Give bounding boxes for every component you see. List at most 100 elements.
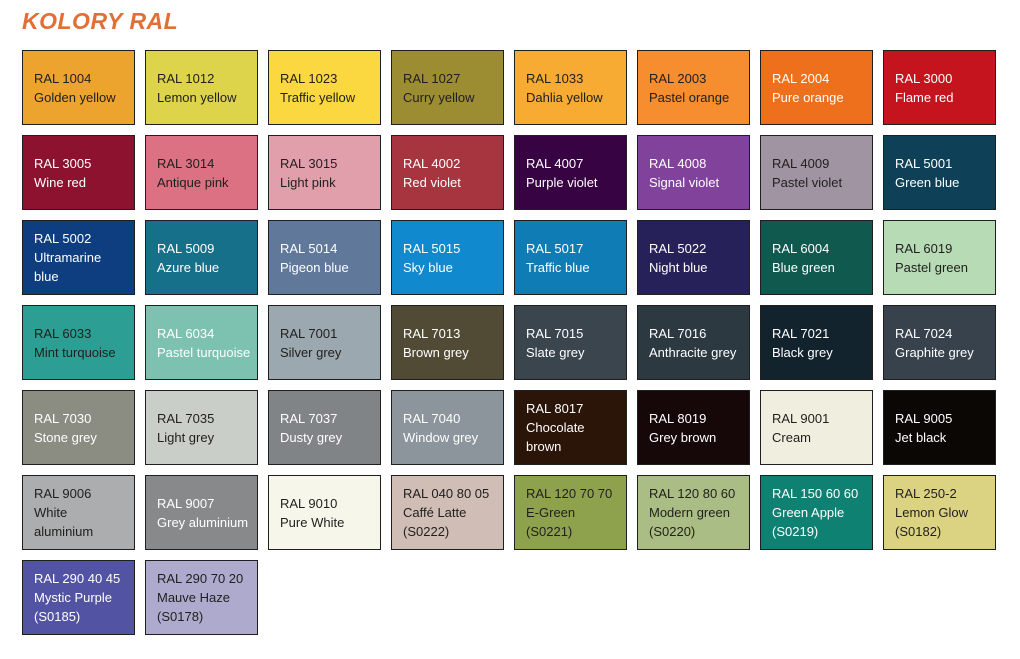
swatch-ral-5002: RAL 5002 Ultramarine blue	[22, 220, 135, 295]
swatch-ral-040-80-05: RAL 040 80 05 Caffé Latte (S0222)	[391, 475, 504, 550]
swatch-ral-8017: RAL 8017 Chocolate brown	[514, 390, 627, 465]
swatch-name: Green blue	[895, 174, 960, 190]
swatch-ral-7024: RAL 7024 Graphite grey	[883, 305, 996, 380]
swatch-name: Jet black	[895, 429, 947, 445]
swatch-suffix-code: (S0182)	[895, 524, 942, 539]
swatch-name: Traffic blue	[526, 259, 590, 275]
swatch-ral-7016: RAL 7016 Anthracite grey	[637, 305, 750, 380]
swatch-code: RAL 7013	[403, 325, 461, 341]
swatch-code: RAL 8017	[526, 401, 584, 416]
swatch-name: Modern green	[649, 505, 730, 520]
swatch-code: RAL 250-2	[895, 486, 957, 501]
swatch-code: RAL 5015	[403, 240, 461, 256]
swatch-grid: RAL 1004 Golden yellow RAL 1012 Lemon yello…	[22, 50, 998, 635]
swatch-name: Green Apple	[772, 505, 845, 520]
swatch-code: RAL 7037	[280, 410, 338, 426]
swatch-name: Purple violet	[526, 174, 598, 190]
swatch-name: Dusty grey	[280, 429, 343, 445]
swatch-code: RAL 290 70 20	[157, 571, 244, 586]
swatch-ral-4007: RAL 4007 Purple violet	[514, 135, 627, 210]
swatch-ral-2003: RAL 2003 Pastel orange	[637, 50, 750, 125]
swatch-code: RAL 4007	[526, 155, 584, 171]
swatch-code: RAL 7021	[772, 325, 830, 341]
swatch-code: RAL 7024	[895, 325, 953, 341]
swatch-code: RAL 8019	[649, 410, 707, 426]
swatch-ral-290-70-20: RAL 290 70 20 Mauve Haze (S0178)	[145, 560, 258, 635]
swatch-name: Pastel orange	[649, 89, 730, 105]
swatch-suffix-code: (S0185)	[34, 609, 81, 624]
swatch-name: Antique pink	[157, 174, 229, 190]
swatch-code: RAL 120 70 70	[526, 486, 613, 501]
swatch-ral-1004: RAL 1004 Golden yellow	[22, 50, 135, 125]
swatch-code: RAL 290 40 45	[34, 571, 121, 586]
swatch-name: Flame red	[895, 89, 954, 105]
swatch-code: RAL 6034	[157, 325, 215, 341]
swatch-code: RAL 1033	[526, 70, 584, 86]
swatch-name: Window grey	[403, 429, 479, 445]
swatch-suffix-code: (S0220)	[649, 524, 696, 539]
swatch-code: RAL 2003	[649, 70, 707, 86]
swatch-name: Azure blue	[157, 259, 220, 275]
swatch-name: Curry yellow	[403, 89, 475, 105]
swatch-ral-9005: RAL 9005 Jet black	[883, 390, 996, 465]
swatch-name: Golden yellow	[34, 89, 116, 105]
swatch-ral-5015: RAL 5015 Sky blue	[391, 220, 504, 295]
swatch-name: Pastel turquoise	[157, 344, 251, 360]
swatch-ral-120-80-60: RAL 120 80 60 Modern green (S0220)	[637, 475, 750, 550]
swatch-code: RAL 4002	[403, 155, 461, 171]
swatch-name: Ultramarine blue	[34, 250, 102, 284]
swatch-ral-3014: RAL 3014 Antique pink	[145, 135, 258, 210]
swatch-ral-3015: RAL 3015 Light pink	[268, 135, 381, 210]
swatch-name: Mauve Haze	[157, 590, 230, 605]
swatch-ral-3005: RAL 3005 Wine red	[22, 135, 135, 210]
swatch-ral-150-60-60: RAL 150 60 60 Green Apple (S0219)	[760, 475, 873, 550]
swatch-ral-4002: RAL 4002 Red violet	[391, 135, 504, 210]
swatch-ral-9006: RAL 9006 White aluminium	[22, 475, 135, 550]
swatch-ral-6004: RAL 6004 Blue green	[760, 220, 873, 295]
swatch-name: Black grey	[772, 344, 833, 360]
swatch-name: Pastel green	[895, 259, 968, 275]
swatch-name: Night blue	[649, 259, 708, 275]
swatch-name: Pure orange	[772, 89, 844, 105]
swatch-name: Graphite grey	[895, 344, 974, 360]
swatch-ral-7001: RAL 7001 Silver grey	[268, 305, 381, 380]
swatch-code: RAL 6004	[772, 240, 830, 256]
swatch-name: Red violet	[403, 174, 461, 190]
swatch-name: Light grey	[157, 429, 215, 445]
swatch-ral-5009: RAL 5009 Azure blue	[145, 220, 258, 295]
swatch-code: RAL 5022	[649, 240, 707, 256]
swatch-code: RAL 120 80 60	[649, 486, 736, 501]
swatch-code: RAL 1004	[34, 70, 92, 86]
swatch-name: Lemon Glow	[895, 505, 968, 520]
swatch-code: RAL 5014	[280, 240, 338, 256]
swatch-name: Cream	[772, 429, 812, 445]
swatch-code: RAL 9007	[157, 495, 215, 511]
swatch-code: RAL 6019	[895, 240, 953, 256]
swatch-ral-1033: RAL 1033 Dahlia yellow	[514, 50, 627, 125]
swatch-ral-290-40-45: RAL 290 40 45 Mystic Purple (S0185)	[22, 560, 135, 635]
swatch-code: RAL 3000	[895, 70, 953, 86]
swatch-code: RAL 1012	[157, 70, 215, 86]
swatch-ral-9007: RAL 9007 Grey aluminium	[145, 475, 258, 550]
swatch-ral-1023: RAL 1023 Traffic yellow	[268, 50, 381, 125]
swatch-ral-5014: RAL 5014 Pigeon blue	[268, 220, 381, 295]
swatch-ral-250-2: RAL 250-2 Lemon Glow (S0182)	[883, 475, 996, 550]
swatch-code: RAL 9001	[772, 410, 830, 426]
swatch-code: RAL 7040	[403, 410, 461, 426]
swatch-ral-2004: RAL 2004 Pure orange	[760, 50, 873, 125]
swatch-name: Silver grey	[280, 344, 342, 360]
swatch-name: Blue green	[772, 259, 835, 275]
swatch-ral-7035: RAL 7035 Light grey	[145, 390, 258, 465]
swatch-ral-4009: RAL 4009 Pastel violet	[760, 135, 873, 210]
swatch-code: RAL 9005	[895, 410, 953, 426]
swatch-code: RAL 9010	[280, 495, 338, 511]
swatch-code: RAL 7016	[649, 325, 707, 341]
swatch-name: Mint turquoise	[34, 344, 116, 360]
swatch-code: RAL 5009	[157, 240, 215, 256]
swatch-code: RAL 3015	[280, 155, 338, 171]
swatch-name: White aluminium	[34, 505, 94, 539]
swatch-suffix-code: (S0178)	[157, 609, 204, 624]
swatch-name: Sky blue	[403, 259, 453, 275]
swatch-code: RAL 6033	[34, 325, 92, 341]
swatch-ral-4008: RAL 4008 Signal violet	[637, 135, 750, 210]
